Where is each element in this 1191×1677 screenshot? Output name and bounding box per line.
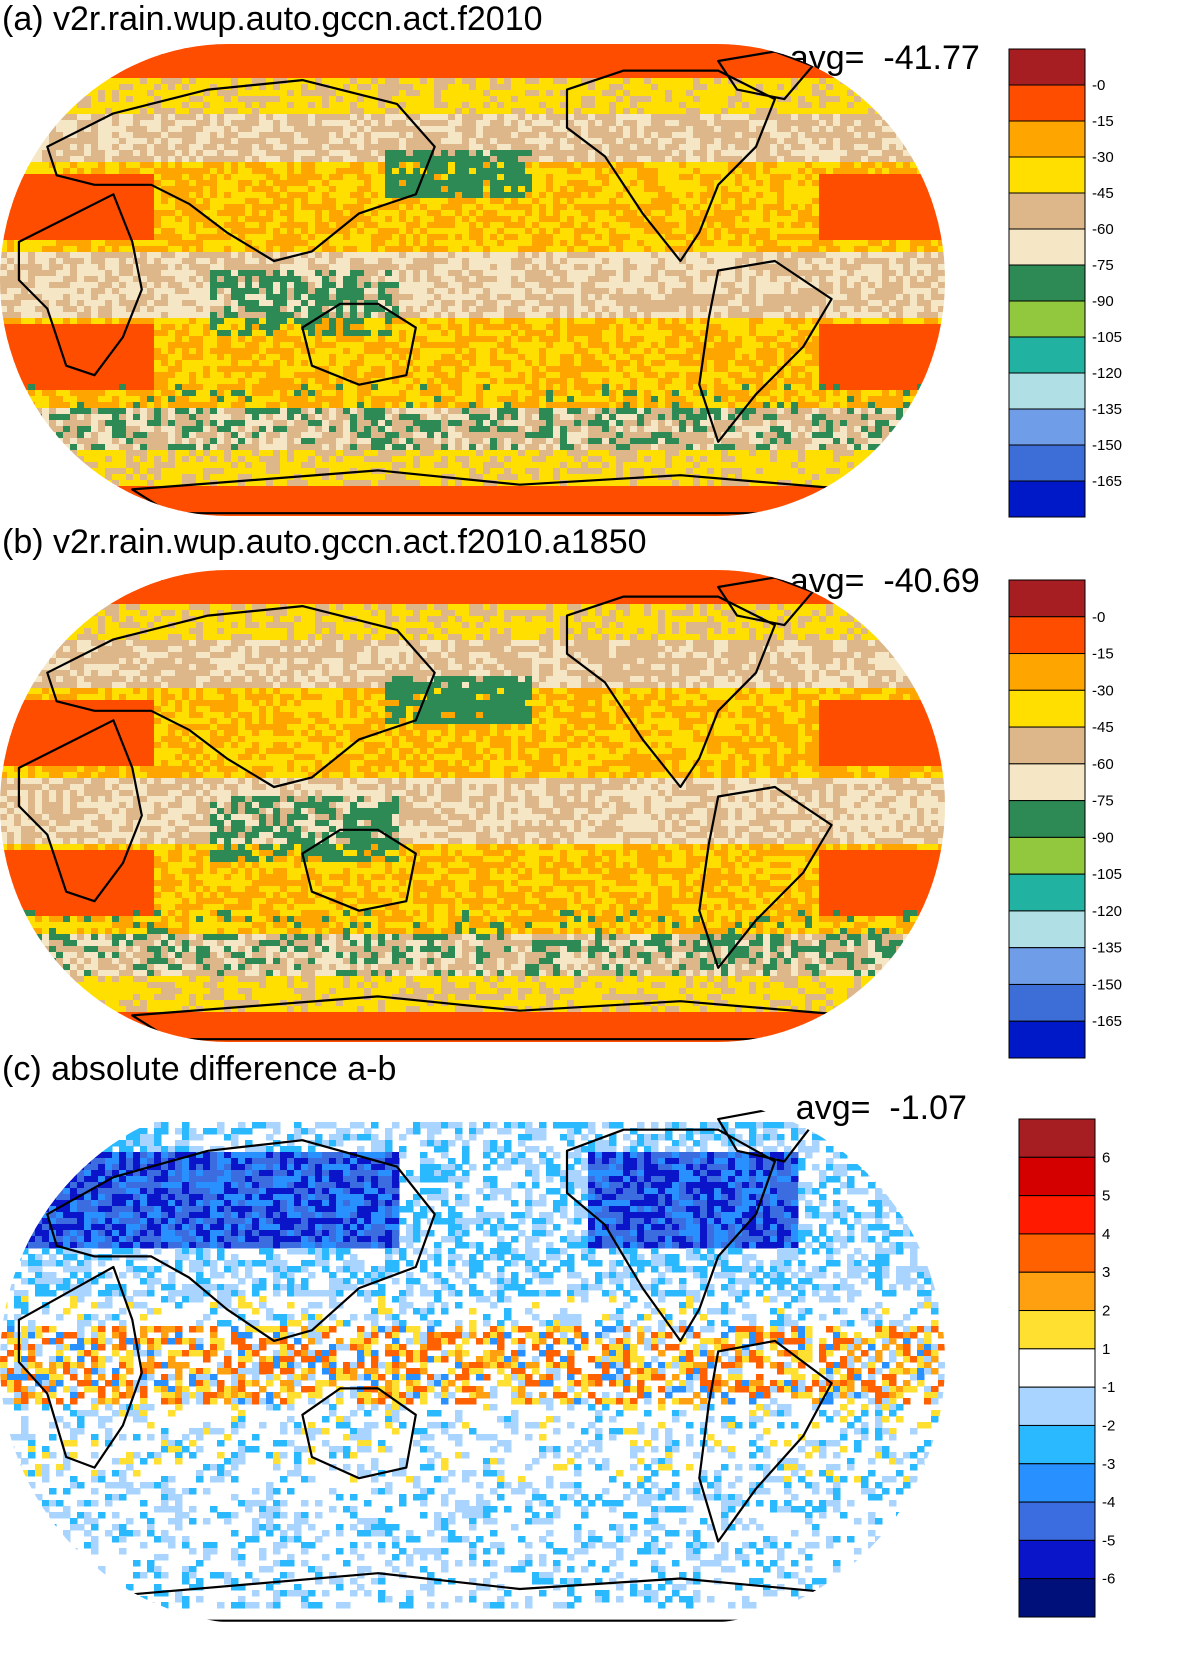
colorbar-swatch [1008, 120, 1086, 158]
colorbar-swatch [1008, 336, 1086, 374]
colorbar-swatch [1018, 1233, 1096, 1273]
colorbar-swatch [1008, 84, 1086, 122]
coastlines [17, 1107, 852, 1622]
colorbar-swatch [1008, 480, 1086, 518]
colorbar-label: 3 [1102, 1264, 1110, 1281]
avg-value: -41.77 [883, 39, 979, 77]
colorbar-swatch [1008, 689, 1086, 728]
data-grid [0, 1122, 945, 1609]
colorbar-label: 4 [1102, 1226, 1110, 1243]
colorbar-swatch [1018, 1539, 1096, 1580]
panel-c: (c) absolute difference a-b avg= -1.07 6… [0, 1050, 1191, 1677]
colorbar-swatch [1008, 264, 1086, 302]
colorbar-label: -30 [1092, 149, 1114, 166]
colorbar-label: -45 [1092, 719, 1114, 736]
colorbar-label: -150 [1092, 976, 1122, 993]
colorbar-swatch [1008, 444, 1086, 482]
panel-avg: avg= -41.77 [752, 0, 980, 117]
colorbar-swatch [1008, 192, 1086, 230]
colorbar-label: -105 [1092, 866, 1122, 883]
colorbar-label: -1 [1102, 1379, 1115, 1396]
colorbar: -0 -15 -30 -45 -60 -75 -90 -105 -120 -135 -150 -165 [1008, 579, 1122, 1059]
colorbar-label: -3 [1102, 1456, 1115, 1473]
colorbar-label: -0 [1092, 609, 1105, 626]
colorbar-label: -5 [1102, 1532, 1115, 1549]
colorbar-swatch [1008, 726, 1086, 765]
colorbar-swatch [1008, 616, 1086, 655]
colorbar-swatch [1008, 653, 1086, 691]
colorbar-label: -120 [1092, 365, 1122, 382]
panel-avg: avg= -1.07 [758, 1050, 967, 1167]
colorbar: 6 5 4 3 2 1 -1 -2 -3 -4 -5 -6 [1018, 1118, 1115, 1618]
colorbar-swatch [1008, 873, 1086, 912]
colorbar-label: -150 [1092, 437, 1122, 454]
colorbar-swatch [1008, 300, 1086, 338]
world-map [0, 570, 945, 1042]
colorbar-swatch [1018, 1348, 1096, 1388]
colorbar-swatch [1008, 228, 1086, 266]
colorbar-swatch [1018, 1463, 1096, 1503]
colorbar-label: 2 [1102, 1303, 1110, 1320]
coastlines [17, 576, 852, 1041]
colorbar-swatch [1008, 836, 1086, 875]
panel-a: (a) v2r.rain.wup.auto.gccn.act.f2010 avg… [0, 0, 1191, 530]
avg-label: avg= [796, 1089, 871, 1127]
colorbar-swatch [1008, 763, 1086, 802]
colorbar-label: -15 [1092, 113, 1114, 130]
world-map [0, 1107, 945, 1622]
colorbar-swatch [1008, 983, 1086, 1022]
colorbar-swatch [1008, 579, 1086, 618]
colorbar-swatch [1018, 1156, 1096, 1197]
panel-title: (b) v2r.rain.wup.auto.gccn.act.f2010.a18… [2, 523, 647, 562]
colorbar-label: -165 [1092, 473, 1122, 490]
data-grid [0, 570, 945, 1042]
colorbar-label: -120 [1092, 903, 1122, 920]
colorbar-label: -6 [1102, 1571, 1115, 1588]
colorbar-label: -90 [1092, 293, 1114, 310]
colorbar-label: -2 [1102, 1417, 1115, 1434]
colorbar-label: -135 [1092, 401, 1122, 418]
colorbar-label: -105 [1092, 329, 1122, 346]
colorbar-swatch [1008, 156, 1086, 194]
panel-b: (b) v2r.rain.wup.auto.gccn.act.f2010.a18… [0, 523, 1191, 1059]
colorbar-swatch [1018, 1386, 1096, 1426]
colorbar-label: -75 [1092, 257, 1114, 274]
coastlines [17, 50, 852, 515]
colorbar-label: 5 [1102, 1188, 1110, 1205]
colorbar-label: -30 [1092, 682, 1114, 699]
colorbar-label: -90 [1092, 829, 1114, 846]
avg-value: -40.69 [883, 562, 979, 600]
colorbar-swatch [1018, 1578, 1096, 1618]
colorbar-label: -45 [1092, 185, 1114, 202]
colorbar-label: -60 [1092, 221, 1114, 238]
colorbar-swatch [1008, 372, 1086, 410]
colorbar-label: -4 [1102, 1494, 1115, 1511]
colorbar-swatch [1008, 947, 1086, 985]
colorbar-swatch [1018, 1118, 1096, 1158]
colorbar-swatch [1008, 800, 1086, 838]
colorbar: -0 -15 -30 -45 -60 -75 -90 -105 -120 -135 -150 -165 [1008, 48, 1122, 518]
colorbar-label: -135 [1092, 940, 1122, 957]
avg-value: -1.07 [889, 1089, 967, 1127]
colorbar-swatch [1018, 1424, 1096, 1465]
panel-title: (c) absolute difference a-b [2, 1050, 396, 1089]
colorbar-swatch [1008, 910, 1086, 949]
colorbar-label: -165 [1092, 1013, 1122, 1030]
world-map [0, 44, 945, 516]
colorbar-swatch [1018, 1195, 1096, 1235]
colorbar-label: -0 [1092, 77, 1105, 94]
colorbar-swatch [1008, 408, 1086, 446]
colorbar-swatch [1018, 1310, 1096, 1350]
colorbar-swatch [1008, 48, 1086, 86]
colorbar-label: 1 [1102, 1341, 1110, 1358]
panel-title: (a) v2r.rain.wup.auto.gccn.act.f2010 [2, 0, 543, 39]
colorbar-swatch [1008, 1020, 1086, 1059]
colorbar-label: -75 [1092, 793, 1114, 810]
colorbar-label: -15 [1092, 646, 1114, 663]
colorbar-swatch [1018, 1501, 1096, 1541]
colorbar-label: 6 [1102, 1149, 1110, 1166]
colorbar-swatch [1018, 1271, 1096, 1312]
colorbar-label: -60 [1092, 756, 1114, 773]
